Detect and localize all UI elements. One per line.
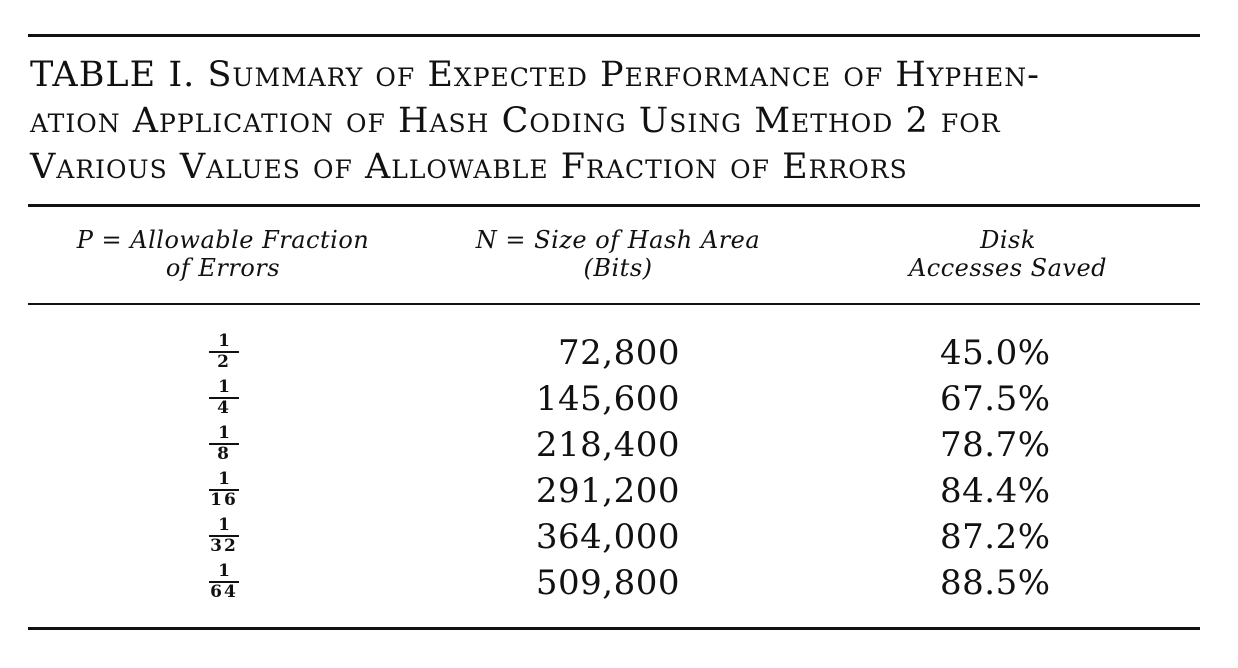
fraction-numerator: 1 [218, 561, 230, 581]
column-header-disk-accesses-line-2: Accesses Saved [908, 254, 1108, 282]
column-header-fraction: P = Allowable Fraction of Errors [42, 226, 404, 282]
column-header-fraction-line-1: P = Allowable Fraction [76, 226, 370, 254]
fraction-bar [209, 535, 239, 537]
fraction-numerator: 1 [218, 515, 230, 535]
fraction-denominator: 32 [210, 536, 238, 556]
fraction-cell: 1 32 [196, 517, 252, 555]
column-header-fraction-line-2: of Errors [165, 254, 281, 282]
table-row: 1 2 72,800 45.0% [0, 330, 1238, 376]
column-header-hash-size-line-2: (Bits) [583, 254, 653, 282]
column-header-hash-size-line-1: N = Size of Hash Area [475, 226, 761, 254]
table-row: 1 16 291,200 84.4% [0, 468, 1238, 514]
fraction-cell: 1 16 [196, 471, 252, 509]
top-rule [28, 34, 1200, 37]
table-body: 1 2 72,800 45.0% 1 4 145,600 67.5% 1 8 2… [0, 330, 1238, 606]
hash-size-cell: 218,400 [535, 425, 680, 465]
table-caption: TABLE I. Summary of Expected Performance… [30, 52, 1205, 190]
header-bottom-rule [28, 303, 1200, 305]
fraction-numerator: 1 [218, 331, 230, 351]
accesses-saved-cell: 67.5% [940, 379, 1051, 419]
table-row: 1 64 509,800 88.5% [0, 560, 1238, 606]
accesses-saved-cell: 88.5% [940, 563, 1051, 603]
fraction-bar [209, 581, 239, 583]
fraction-denominator: 2 [217, 352, 231, 372]
fraction-cell: 1 64 [196, 563, 252, 601]
caption-text-1: Summary of Expected Performance of Hyphe… [207, 55, 1040, 95]
accesses-saved-cell: 45.0% [940, 333, 1051, 373]
fraction-denominator: 64 [210, 582, 238, 602]
fraction-cell: 1 4 [196, 379, 252, 417]
caption-line-1: TABLE I. Summary of Expected Performance… [30, 52, 1205, 98]
fraction-denominator: 4 [217, 398, 231, 418]
table-row: 1 4 145,600 67.5% [0, 376, 1238, 422]
fraction-numerator: 1 [218, 377, 230, 397]
accesses-saved-cell: 78.7% [940, 425, 1051, 465]
hash-size-cell: 145,600 [535, 379, 680, 419]
bottom-rule [28, 627, 1200, 630]
fraction-cell: 1 8 [196, 425, 252, 463]
caption-table-label: TABLE I. [30, 55, 196, 95]
fraction-denominator: 8 [217, 444, 231, 464]
fraction-numerator: 1 [218, 469, 230, 489]
hash-size-cell: 364,000 [535, 517, 680, 557]
fraction-bar [209, 351, 239, 353]
fraction-bar [209, 489, 239, 491]
fraction-cell: 1 2 [196, 333, 252, 371]
caption-line-3: Various Values of Allowable Fraction of … [30, 147, 908, 187]
accesses-saved-cell: 87.2% [940, 517, 1051, 557]
accesses-saved-cell: 84.4% [940, 471, 1051, 511]
column-header-hash-size: N = Size of Hash Area (Bits) [448, 226, 788, 282]
table-row: 1 32 364,000 87.2% [0, 514, 1238, 560]
caption-line-2: ation Application of Hash Coding Using M… [30, 101, 1001, 141]
fraction-denominator: 16 [210, 490, 238, 510]
header-top-rule [28, 204, 1200, 207]
hash-size-cell: 72,800 [558, 333, 680, 373]
hash-size-cell: 509,800 [535, 563, 680, 603]
column-header-disk-accesses: Disk Accesses Saved [890, 226, 1126, 282]
fraction-numerator: 1 [218, 423, 230, 443]
hash-size-cell: 291,200 [535, 471, 680, 511]
column-header-disk-accesses-line-1: Disk [980, 226, 1036, 254]
fraction-bar [209, 397, 239, 399]
fraction-bar [209, 443, 239, 445]
table-row: 1 8 218,400 78.7% [0, 422, 1238, 468]
